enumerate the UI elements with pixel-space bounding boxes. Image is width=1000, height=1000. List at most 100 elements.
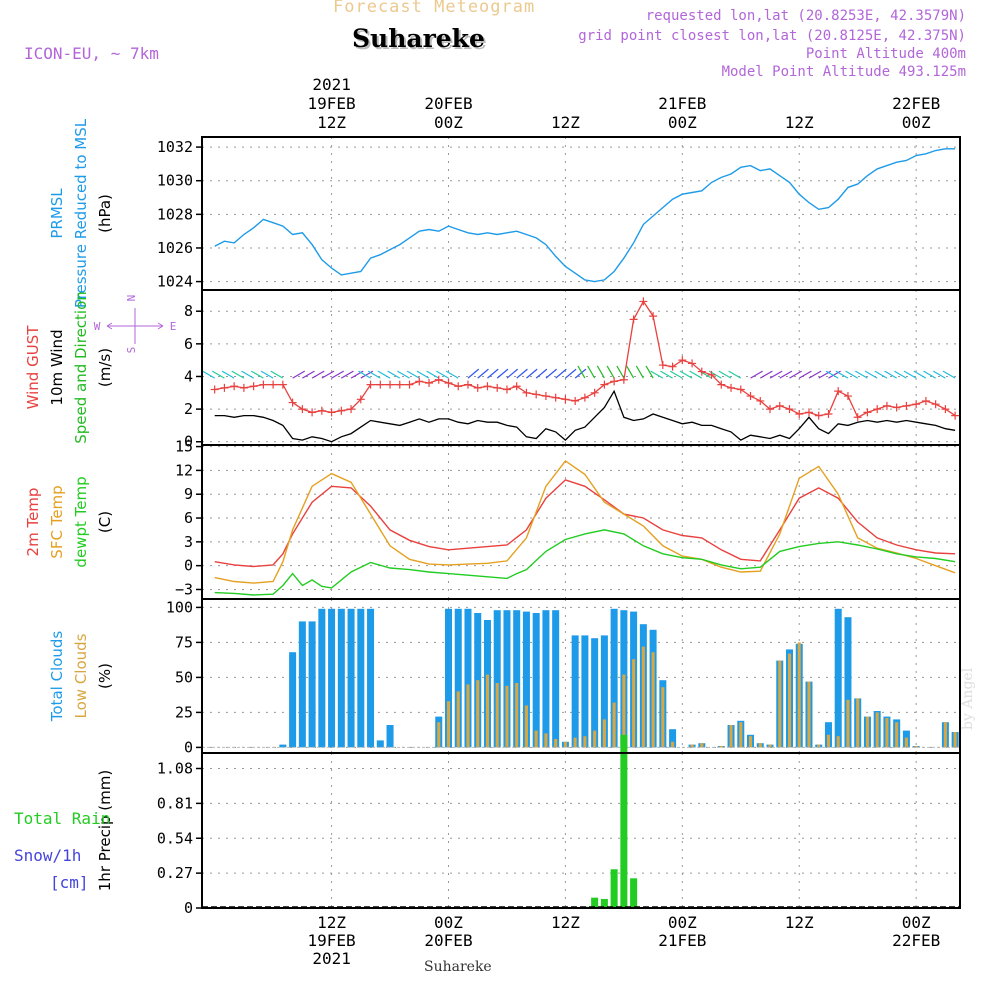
gust-marker — [571, 396, 580, 405]
series-line — [214, 148, 956, 283]
gust-marker — [454, 382, 463, 391]
wind-direction-arrow — [616, 365, 625, 379]
series-line — [214, 529, 956, 596]
wind-direction-arrow — [367, 370, 381, 379]
low-cloud-bar — [632, 659, 636, 748]
gust-marker — [902, 401, 911, 410]
gust-marker — [717, 380, 726, 389]
wind-direction-arrow — [358, 370, 371, 379]
top-time-label: 12Z — [785, 113, 814, 132]
requested-coords: requested lon,lat (20.8253E, 42.3579N) — [645, 8, 966, 24]
low-cloud-bar — [534, 730, 538, 748]
wind-direction-arrow — [292, 370, 306, 379]
wind-direction-arrow — [789, 370, 802, 379]
gust-marker — [775, 401, 784, 410]
bottom-time-label: 00Z — [668, 913, 697, 932]
total-cloud-bar — [279, 744, 287, 748]
y-tick-label: 1030 — [157, 172, 193, 190]
total-cloud-bar — [318, 608, 326, 748]
gust-marker — [249, 382, 258, 391]
total-cloud-bar — [308, 621, 316, 748]
wind-direction-arrow — [835, 370, 849, 379]
y-tick-label: 0.54 — [157, 829, 193, 847]
low-cloud-bar — [768, 744, 772, 748]
gust-marker — [853, 413, 862, 422]
gust-marker — [727, 383, 736, 392]
wind-direction-arrow — [545, 368, 558, 379]
wind-direction-arrow — [587, 365, 596, 379]
wind-direction-arrow — [260, 370, 274, 379]
top-time-label: 21FEB — [658, 94, 706, 113]
panel-label: SFC Temp — [48, 485, 66, 558]
point-altitude: Point Altitude 400m — [805, 46, 966, 62]
wind-direction-arrow — [577, 365, 586, 379]
top-time-label: 00Z — [434, 113, 463, 132]
wind-direction-arrow — [769, 370, 783, 379]
wind-direction-arrow — [496, 368, 509, 379]
panel-label: Wind GUST — [24, 325, 42, 410]
wind-direction-arrow — [932, 370, 946, 379]
low-cloud-bar — [875, 712, 879, 748]
gridpoint-coords: grid point closest lon,lat (20.8125E, 42… — [578, 28, 966, 44]
y-tick-label: 9 — [184, 485, 193, 503]
low-cloud-bar — [544, 733, 548, 748]
compass-s: S — [125, 347, 138, 354]
low-cloud-bar — [446, 701, 451, 748]
precip-bar — [610, 869, 618, 908]
y-tick-label: 0.81 — [157, 794, 193, 812]
gust-marker — [746, 392, 755, 401]
wind-direction-arrow — [750, 370, 763, 379]
wind-direction-arrow — [331, 370, 345, 379]
top-time-label: 00Z — [668, 113, 697, 132]
forecast-title: Forecast Meteogram — [333, 0, 536, 17]
panel-frame — [201, 289, 961, 446]
low-cloud-bar — [671, 741, 675, 748]
wind-direction-arrow — [311, 370, 325, 379]
panel-frame — [201, 752, 961, 909]
low-cloud-bar — [651, 652, 655, 748]
series-line — [214, 389, 956, 443]
wind-direction-arrow — [864, 370, 878, 379]
low-cloud-bar — [914, 746, 918, 748]
y-tick-label: 0 — [184, 557, 193, 575]
y-tick-label: 0 — [184, 738, 193, 756]
top-time-label: 2021 — [312, 75, 351, 94]
low-cloud-bar — [758, 743, 762, 748]
compass-e: E — [170, 320, 177, 333]
gust-marker — [600, 380, 609, 389]
y-tick-label: 1026 — [157, 239, 193, 257]
gust-marker — [239, 383, 248, 392]
total-cloud-bar — [298, 621, 306, 748]
wind-direction-arrow — [718, 370, 732, 379]
y-tick-label: 6 — [184, 509, 193, 527]
panel-label: 10m Wind — [48, 329, 66, 405]
compass-n: N — [125, 295, 138, 302]
wind-direction-arrow — [689, 370, 703, 379]
gust-marker — [210, 385, 219, 394]
total-cloud-bar — [581, 635, 589, 748]
panel-temp: −3 0 3 6 9 12 15 2m Temp SFC Temp dewpt Temp (C) — [24, 438, 961, 600]
total-cloud-bar — [513, 610, 521, 748]
gust-marker — [658, 361, 667, 370]
wind-direction-arrow — [798, 370, 812, 379]
wind-direction-arrow — [202, 370, 215, 379]
wind-direction-arrow — [884, 370, 897, 379]
bottom-time-label: 20FEB — [424, 931, 472, 950]
low-cloud-bar — [895, 722, 899, 748]
gust-marker — [405, 380, 414, 389]
gust-marker — [619, 375, 628, 384]
gust-marker — [785, 405, 794, 414]
compass-rose — [106, 308, 164, 344]
low-cloud-bar — [865, 716, 869, 748]
wind-direction-arrow — [825, 370, 839, 379]
wind-direction-arrow — [555, 368, 567, 379]
gust-marker — [892, 403, 901, 412]
panel-label: (m/s) — [96, 348, 114, 387]
low-cloud-bar — [943, 722, 947, 748]
total-cloud-bar — [328, 608, 336, 748]
wind-direction-arrow — [526, 368, 538, 379]
total-cloud-bar — [444, 608, 453, 748]
low-cloud-bar — [583, 736, 587, 748]
low-cloud-bar — [485, 674, 490, 748]
